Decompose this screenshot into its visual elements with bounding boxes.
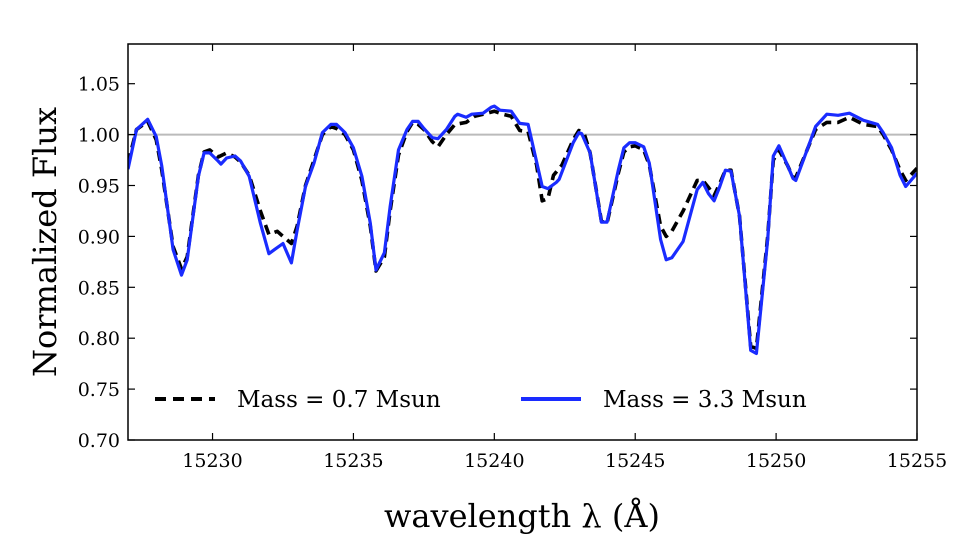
legend-label-1: Mass = 3.3 Msun xyxy=(603,387,807,413)
series-line-mass-3-3 xyxy=(128,104,917,356)
x-tick-label: 15250 xyxy=(746,450,806,472)
x-axis-label: wavelength λ (Å) xyxy=(384,497,660,535)
x-tick-label: 15245 xyxy=(605,450,665,472)
y-tick-label: 0.85 xyxy=(78,277,120,299)
y-tick-label: 0.95 xyxy=(78,176,120,198)
y-axis-label: Normalized Flux xyxy=(26,107,64,377)
plot-frame xyxy=(127,43,918,441)
legend-label-0: Mass = 0.7 Msun xyxy=(237,387,441,413)
x-tick-label: 15240 xyxy=(464,450,524,472)
x-tick-label: 15230 xyxy=(182,450,242,472)
x-tick-label: 15235 xyxy=(323,450,383,472)
y-tick-label: 1.05 xyxy=(78,74,120,96)
x-tick-label: 15255 xyxy=(887,450,947,472)
y-tick-label: 0.80 xyxy=(78,328,120,350)
y-tick-label: 0.70 xyxy=(78,430,120,452)
series-line-mass-0-7 xyxy=(128,109,917,351)
y-tick-label: 1.00 xyxy=(78,125,120,147)
y-tick-label: 0.90 xyxy=(78,226,120,248)
legend: Mass = 0.7 Msun Mass = 3.3 Msun xyxy=(155,387,807,413)
y-tick-label: 0.75 xyxy=(78,379,120,401)
